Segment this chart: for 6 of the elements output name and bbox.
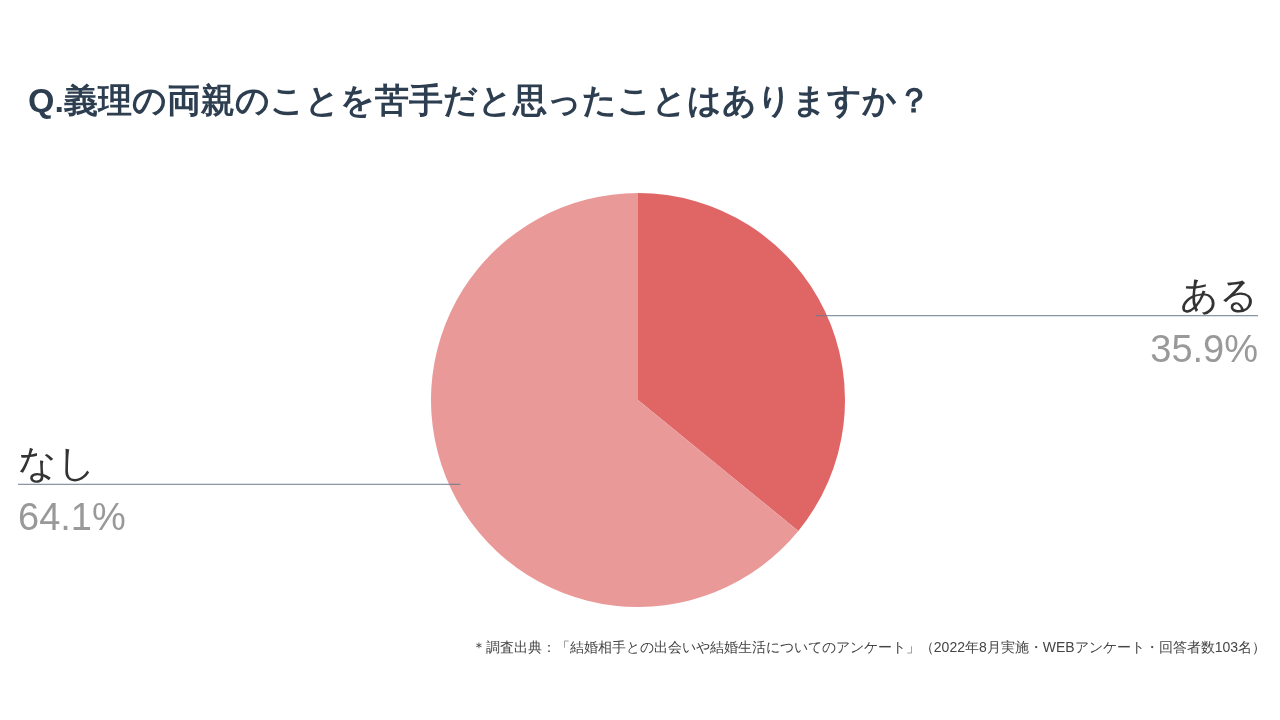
slice-label: ある [1180,273,1258,316]
data-label: 64.1% [18,496,126,539]
slice-label: なし [18,442,96,485]
text: ＊調査出典：「結婚相手との出会いや結婚生活についてのアンケート」（2022年8月実施・WEBアンケート・回答者数103名） [471,639,1266,655]
data-label: 35.9% [1150,327,1258,370]
title: Q.義理の両親のことを苦手だと思ったことはありますか？ [28,81,931,119]
